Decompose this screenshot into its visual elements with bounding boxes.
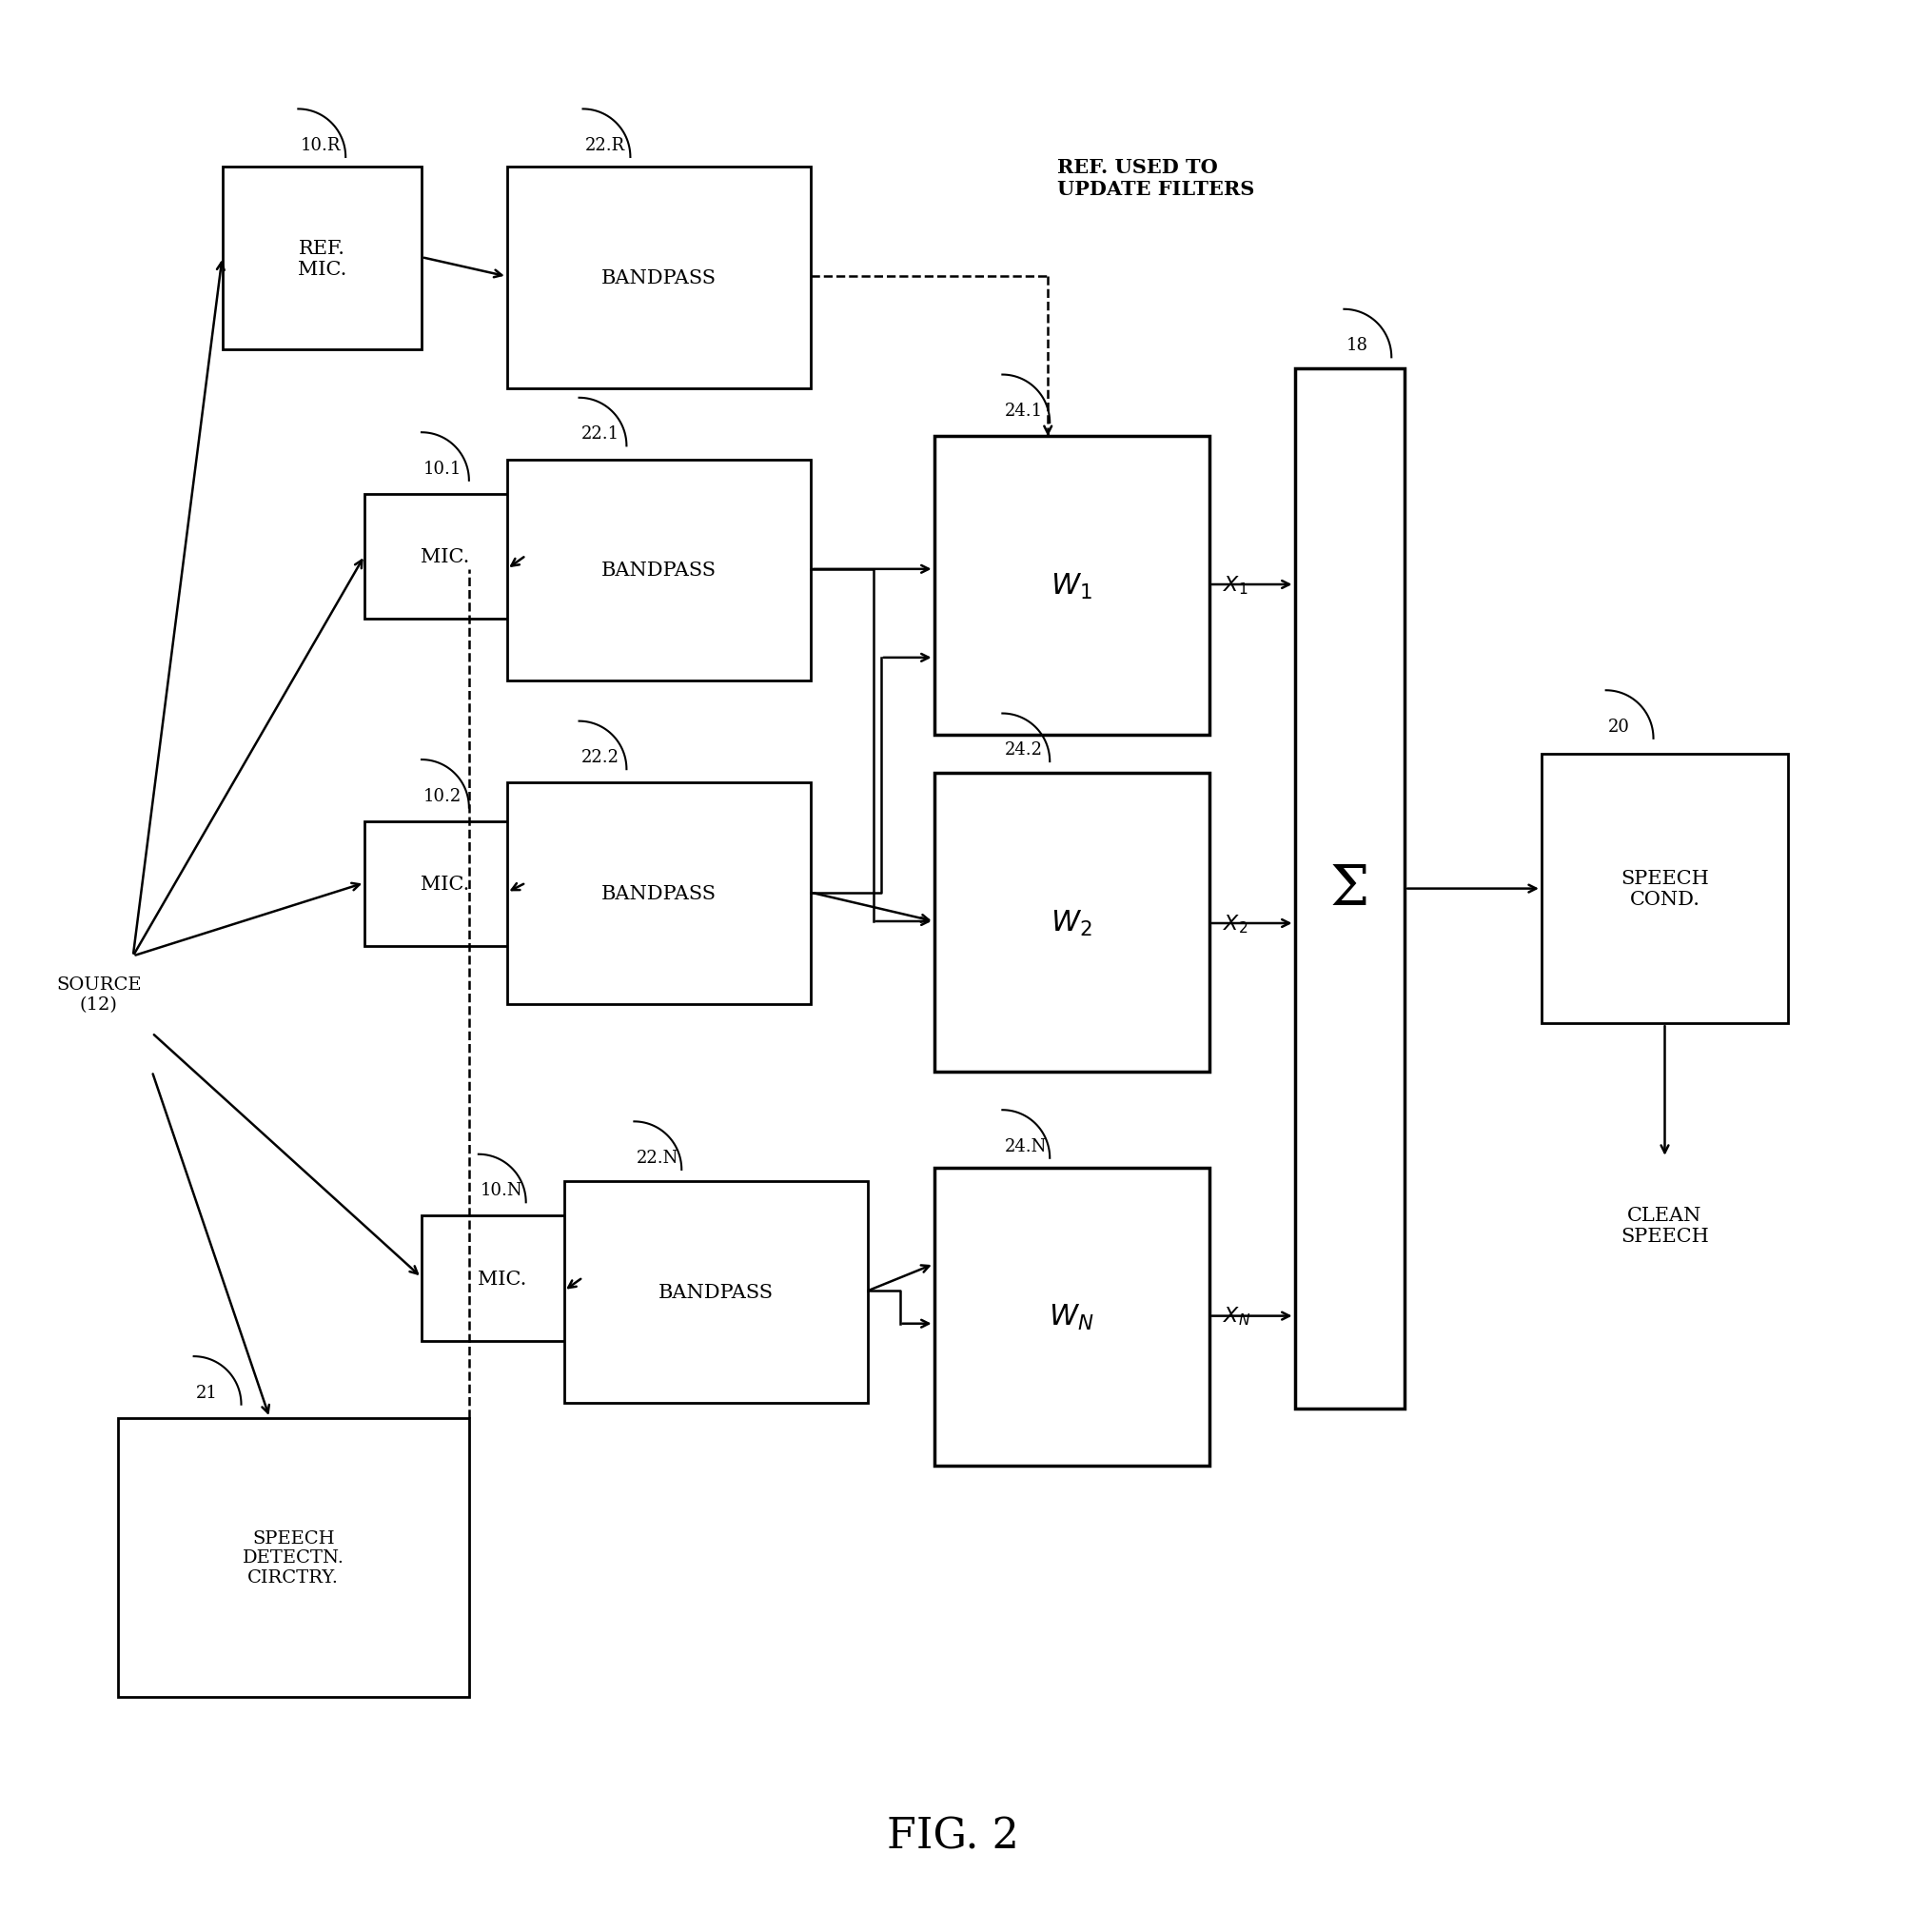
Text: CLEAN
SPEECH: CLEAN SPEECH (1620, 1206, 1710, 1246)
FancyBboxPatch shape (934, 1169, 1208, 1466)
Text: 22.1: 22.1 (581, 425, 619, 442)
FancyBboxPatch shape (507, 168, 810, 388)
Text: REF. USED TO
UPDATE FILTERS: REF. USED TO UPDATE FILTERS (1058, 158, 1254, 199)
Text: 22.R: 22.R (585, 137, 625, 155)
FancyBboxPatch shape (934, 437, 1208, 734)
Text: 22.2: 22.2 (581, 750, 619, 765)
FancyBboxPatch shape (364, 495, 526, 620)
Text: MIC.: MIC. (421, 875, 469, 893)
Text: $W_N$: $W_N$ (1048, 1302, 1094, 1331)
Text: 10.1: 10.1 (423, 460, 461, 477)
Text: 10.N: 10.N (480, 1182, 522, 1200)
Text: BANDPASS: BANDPASS (600, 885, 717, 902)
FancyBboxPatch shape (564, 1182, 867, 1403)
FancyBboxPatch shape (934, 773, 1208, 1072)
Text: 10.R: 10.R (299, 137, 341, 155)
Text: 18: 18 (1346, 336, 1369, 354)
Text: $X_N$: $X_N$ (1222, 1304, 1250, 1327)
Text: 22.N: 22.N (637, 1150, 679, 1167)
Text: 24.1: 24.1 (1004, 402, 1043, 419)
Text: Σ: Σ (1330, 862, 1369, 916)
FancyBboxPatch shape (1542, 753, 1788, 1024)
Text: $W_1$: $W_1$ (1050, 572, 1092, 601)
Text: BANDPASS: BANDPASS (658, 1283, 774, 1300)
Text: SPEECH
DETECTN.
CIRCTRY.: SPEECH DETECTN. CIRCTRY. (242, 1530, 345, 1586)
FancyBboxPatch shape (507, 782, 810, 1005)
FancyBboxPatch shape (118, 1418, 469, 1696)
Text: $X_2$: $X_2$ (1222, 912, 1248, 935)
Text: 24.N: 24.N (1004, 1138, 1046, 1155)
Text: 10.2: 10.2 (423, 786, 461, 804)
FancyBboxPatch shape (1294, 369, 1405, 1408)
Text: 21: 21 (196, 1383, 217, 1401)
FancyBboxPatch shape (507, 460, 810, 682)
Text: 24.2: 24.2 (1004, 742, 1043, 757)
Text: FIG. 2: FIG. 2 (886, 1816, 1020, 1857)
Text: BANDPASS: BANDPASS (600, 269, 717, 288)
Text: $W_2$: $W_2$ (1050, 908, 1092, 937)
Text: BANDPASS: BANDPASS (600, 562, 717, 580)
FancyBboxPatch shape (421, 1215, 583, 1341)
Text: MIC.: MIC. (421, 549, 469, 566)
FancyBboxPatch shape (223, 168, 421, 350)
Text: MIC.: MIC. (478, 1269, 526, 1289)
Text: SPEECH
COND.: SPEECH COND. (1620, 869, 1710, 908)
Text: SOURCE
(12): SOURCE (12) (57, 976, 141, 1012)
FancyBboxPatch shape (364, 821, 526, 947)
Text: 20: 20 (1609, 719, 1630, 734)
Text: REF.
MIC.: REF. MIC. (297, 240, 347, 278)
Text: $X_1$: $X_1$ (1222, 574, 1248, 597)
